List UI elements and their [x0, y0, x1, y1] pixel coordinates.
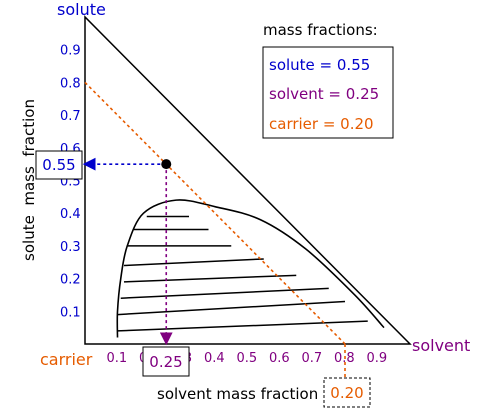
solvent-readout-box — [142, 346, 190, 377]
x-tick-label: 0.6 — [269, 351, 290, 366]
legend-carrier: carrier = 0.20 — [269, 115, 374, 133]
x-tick-label: 0.4 — [204, 351, 225, 366]
mixture-point — [161, 159, 172, 170]
x-tick-label: 0.8 — [334, 351, 355, 366]
carrier-readout-box — [323, 377, 371, 408]
x-axis-title: solvent mass fraction — [157, 385, 318, 403]
binodal-curve — [116, 199, 385, 338]
tie-line — [123, 274, 297, 283]
solute-readout-box — [35, 150, 83, 180]
tie-line — [123, 258, 264, 267]
y-axis-title: solute mass fraction — [20, 99, 38, 261]
y-tick-label: 0.1 — [60, 305, 81, 320]
carrier-isoline — [84, 81, 346, 345]
tie-lines — [117, 215, 368, 332]
legend-solute: solute = 0.55 — [269, 56, 370, 74]
x-tick-label: 0.7 — [302, 351, 323, 366]
solute-readout: 0.55 — [42, 156, 75, 174]
y-tick-label: 0.3 — [60, 240, 81, 255]
y-tick-label: 0.8 — [60, 76, 81, 91]
y-tick-label: 0.7 — [60, 109, 81, 124]
solute-corner-label: solute — [57, 0, 106, 19]
carrier-corner-label: carrier — [40, 350, 93, 369]
carrier-readout: 0.20 — [330, 384, 363, 402]
tie-line — [120, 287, 329, 299]
legend-solvent: solvent = 0.25 — [269, 85, 379, 103]
x-tick-label: 0.9 — [367, 351, 388, 366]
legend-title: mass fractions: — [263, 21, 378, 39]
tie-line — [117, 300, 346, 316]
ternary-triangle — [84, 15, 412, 345]
tie-line — [117, 320, 368, 332]
legend-box — [262, 46, 394, 139]
y-tick-label: 0.4 — [60, 207, 81, 222]
x-tick-label: 0.5 — [237, 351, 258, 366]
y-tick-label: 0.2 — [60, 273, 81, 288]
y-tick-labels: 0.10.20.30.40.50.60.70.80.9 — [60, 44, 81, 321]
solvent-corner-label: solvent — [412, 336, 470, 355]
x-tick-label: 0.1 — [107, 351, 128, 366]
solvent-readout: 0.25 — [149, 353, 182, 371]
y-tick-label: 0.9 — [60, 44, 81, 59]
